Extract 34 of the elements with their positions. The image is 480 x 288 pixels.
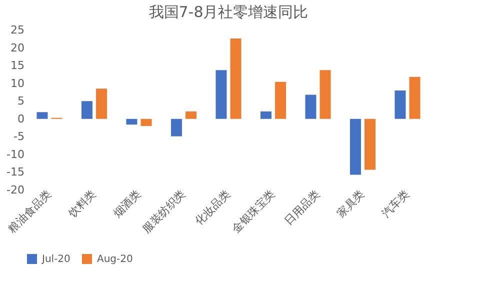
x-tick-label: 汽车类 xyxy=(379,188,412,220)
y-tick-label: 0 xyxy=(18,112,24,126)
x-tick-label: 饮料类 xyxy=(65,188,98,221)
bar xyxy=(36,112,48,119)
y-tick-label: -15 xyxy=(6,166,24,179)
bar xyxy=(305,94,316,119)
y-tick-label: -10 xyxy=(6,148,24,161)
y-tick-label: -20 xyxy=(6,184,24,196)
bar xyxy=(275,82,286,119)
bar xyxy=(364,118,376,170)
y-tick-label: 25 xyxy=(10,24,24,36)
y-tick-label: 20 xyxy=(10,41,24,54)
x-tick-label: 日用品类 xyxy=(282,188,322,228)
bar xyxy=(216,70,227,119)
bar xyxy=(409,76,420,119)
x-tick-label: 家具类 xyxy=(334,188,367,220)
legend-label: Aug-20 xyxy=(97,254,133,265)
y-tick-label: 15 xyxy=(10,59,24,72)
bar xyxy=(96,88,108,119)
bar xyxy=(394,90,406,119)
bar xyxy=(186,111,197,119)
bar xyxy=(81,101,92,119)
chart-title: 我国7-8月社零增速同比 xyxy=(148,3,308,21)
bar xyxy=(140,118,152,126)
bar xyxy=(320,70,331,119)
y-tick-label: 5 xyxy=(18,94,24,108)
bar xyxy=(350,118,361,175)
y-tick-label: -5 xyxy=(14,130,24,144)
bar xyxy=(230,38,242,119)
bar xyxy=(126,118,138,125)
y-tick-label: 10 xyxy=(10,76,24,90)
bar xyxy=(260,111,272,119)
bar xyxy=(170,118,182,136)
legend-label: Jul-20 xyxy=(41,254,70,265)
